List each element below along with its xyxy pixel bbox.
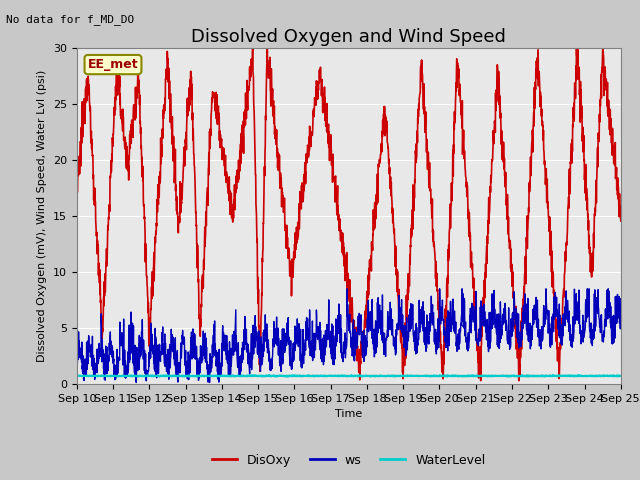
DisOxy: [570, 105, 577, 110]
DisOxy: [365, 292, 372, 298]
DisOxy: [73, 192, 81, 198]
DisOxy: [617, 218, 625, 224]
WaterLevel: [584, 373, 592, 379]
ws: [377, 308, 385, 313]
WaterLevel: [225, 373, 232, 379]
ws: [570, 314, 577, 320]
Line: WaterLevel: WaterLevel: [77, 375, 621, 377]
ws: [343, 286, 351, 292]
Line: ws: ws: [77, 289, 621, 383]
ws: [508, 316, 515, 322]
DisOxy: [508, 262, 515, 267]
WaterLevel: [376, 373, 384, 379]
Text: No data for f_MD_DO: No data for f_MD_DO: [6, 14, 134, 25]
WaterLevel: [365, 373, 372, 379]
DisOxy: [225, 191, 232, 197]
DisOxy: [477, 378, 484, 384]
WaterLevel: [284, 374, 292, 380]
WaterLevel: [570, 373, 577, 379]
Title: Dissolved Oxygen and Wind Speed: Dissolved Oxygen and Wind Speed: [191, 28, 506, 47]
ws: [73, 363, 81, 369]
Y-axis label: Dissolved Oxygen (mV), Wind Speed, Water Lvl (psi): Dissolved Oxygen (mV), Wind Speed, Water…: [37, 70, 47, 362]
DisOxy: [249, 45, 257, 51]
WaterLevel: [73, 373, 81, 379]
ws: [205, 380, 213, 385]
ws: [617, 296, 625, 301]
WaterLevel: [507, 373, 515, 379]
DisOxy: [584, 227, 592, 233]
WaterLevel: [617, 373, 625, 379]
DisOxy: [376, 152, 384, 157]
ws: [225, 354, 232, 360]
Text: EE_met: EE_met: [88, 58, 138, 71]
Legend: DisOxy, ws, WaterLevel: DisOxy, ws, WaterLevel: [207, 449, 491, 472]
WaterLevel: [546, 372, 554, 378]
X-axis label: Time: Time: [335, 409, 362, 419]
ws: [365, 323, 372, 329]
ws: [584, 312, 592, 318]
Line: DisOxy: DisOxy: [77, 48, 621, 381]
